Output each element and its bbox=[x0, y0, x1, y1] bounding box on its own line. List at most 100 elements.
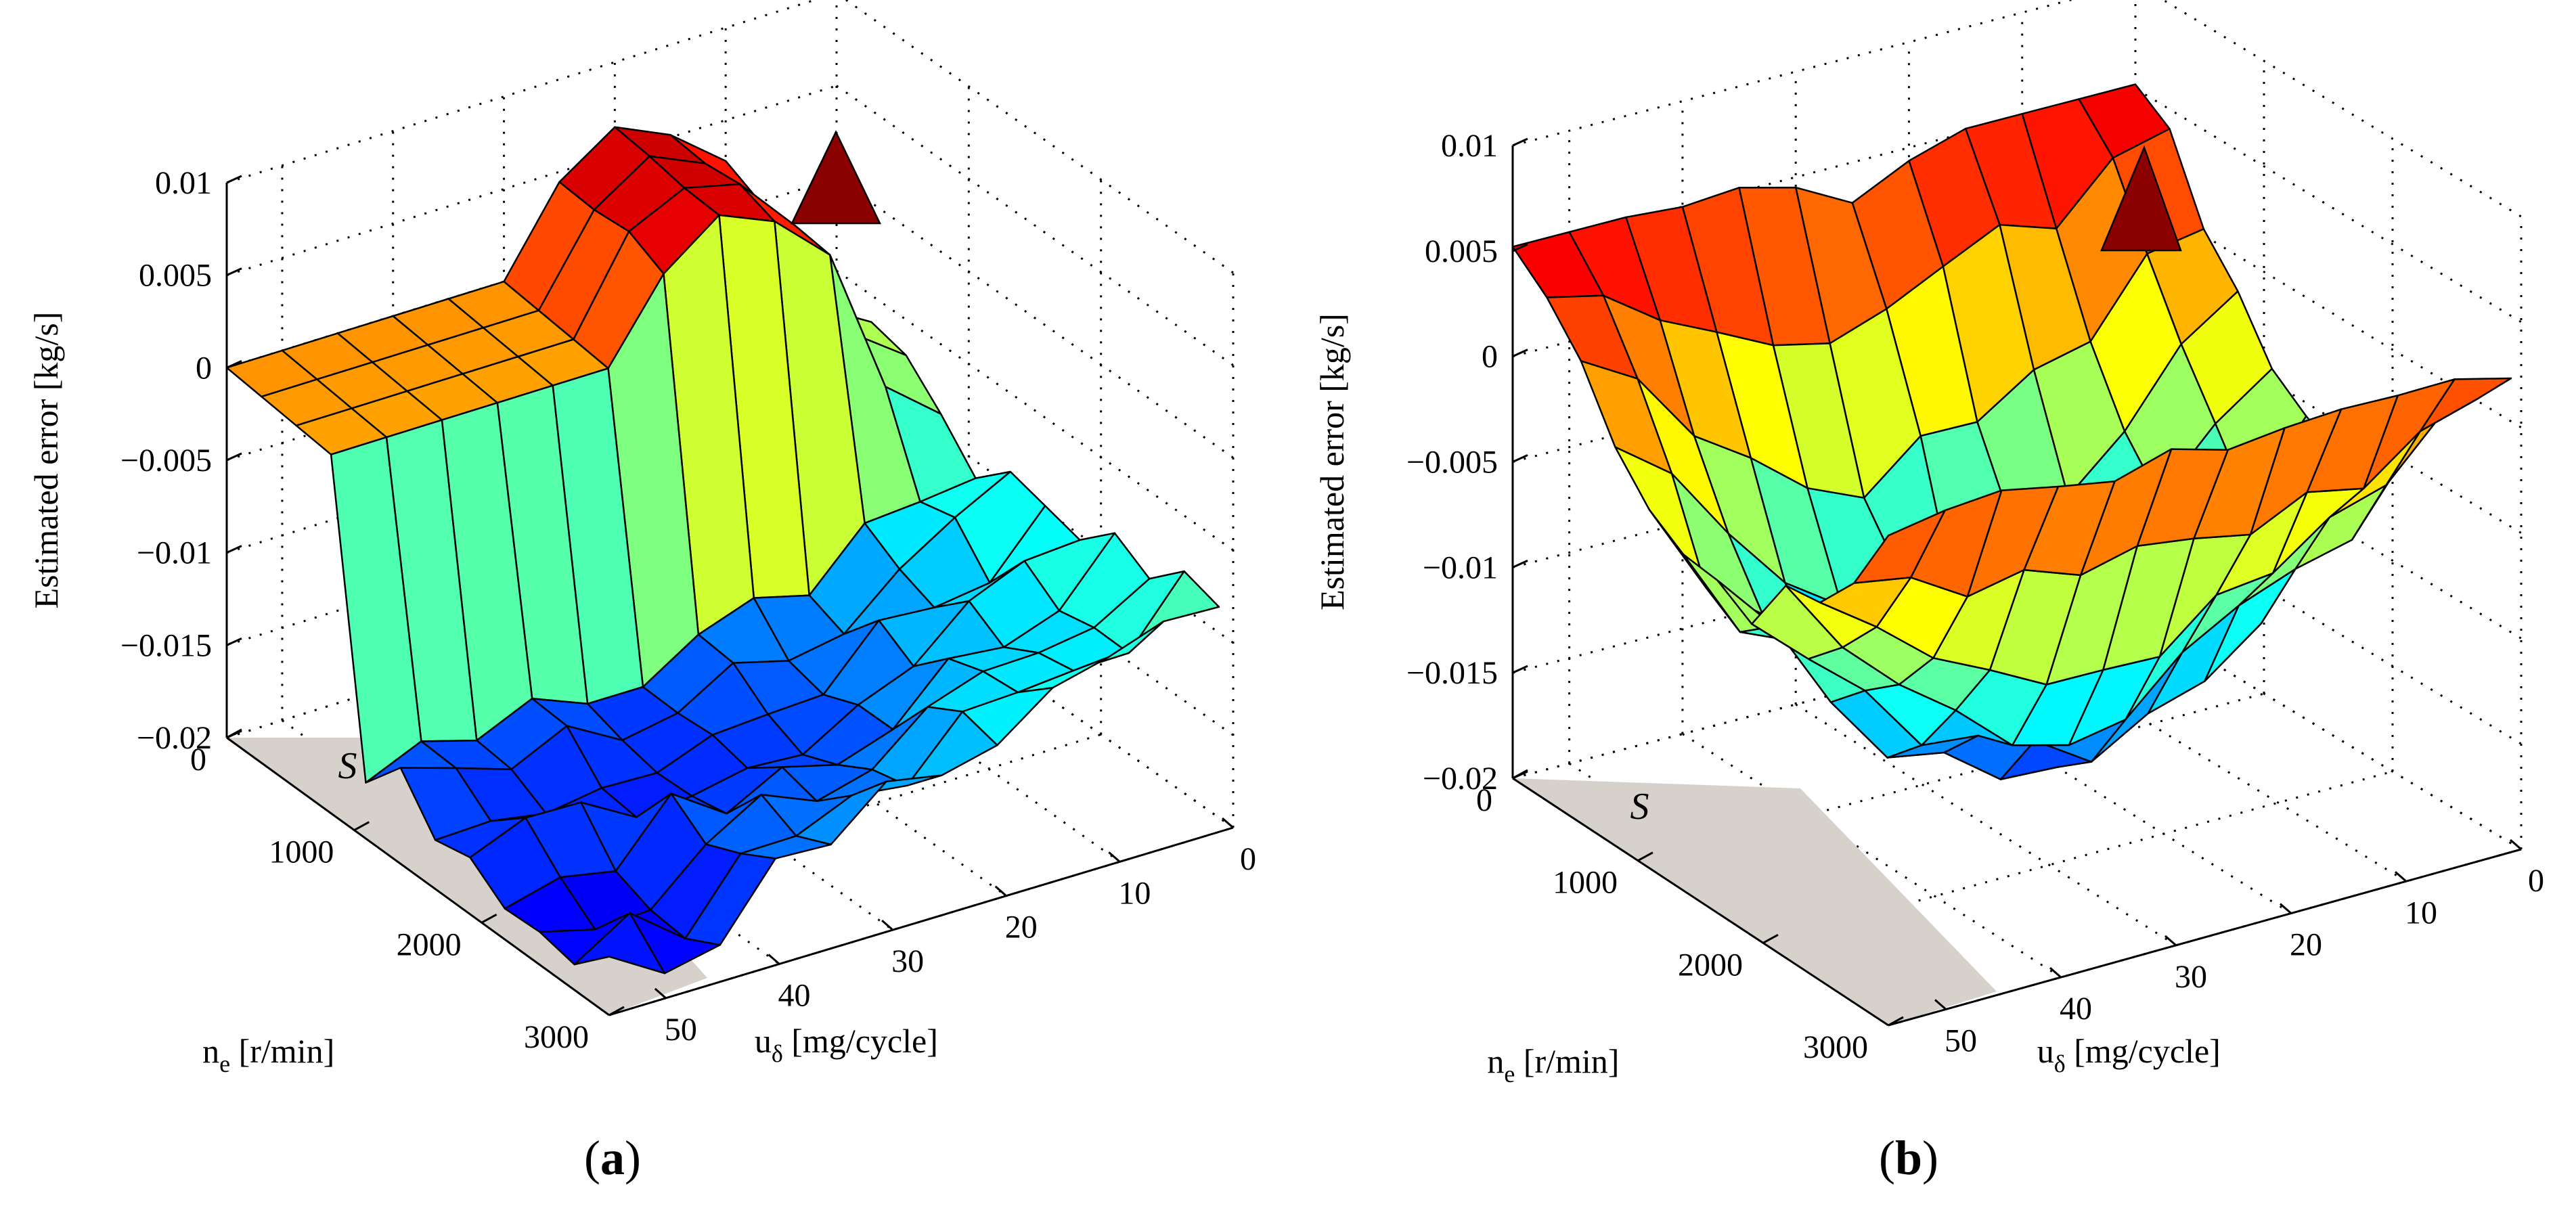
n-axis-label-rest: [r/min] bbox=[230, 1032, 334, 1070]
panel-label-letter: a bbox=[600, 1131, 625, 1185]
u-axis-line bbox=[608, 826, 1234, 1016]
z-tick-label: −0.005 bbox=[120, 443, 212, 478]
n-tick-mark-2 bbox=[1762, 934, 1779, 944]
n-tick-mark-1 bbox=[1637, 851, 1653, 862]
n-tick-mark-1 bbox=[353, 821, 370, 831]
z-tick-mark-1 bbox=[1512, 243, 1528, 252]
region-s-floor bbox=[1513, 778, 1997, 1025]
z-tick-mark-5 bbox=[1512, 665, 1528, 674]
u-tick-label: 30 bbox=[891, 943, 924, 979]
panel-label-close: ) bbox=[625, 1131, 641, 1185]
grid-z-right-2 bbox=[836, 177, 1234, 459]
n-axis-label-sub: e bbox=[219, 1050, 230, 1077]
u-axis-label-main: u bbox=[2037, 1032, 2054, 1070]
n-axis-label-main: n bbox=[202, 1032, 219, 1070]
z-tick-mark-0 bbox=[226, 175, 242, 184]
u-tick-label: 50 bbox=[665, 1012, 697, 1048]
n-axis-label-sub: e bbox=[1504, 1060, 1515, 1088]
u-axis-line bbox=[1888, 848, 2522, 1027]
u-axis-label-main: u bbox=[755, 1022, 772, 1060]
z-tick-mark-3 bbox=[226, 452, 242, 462]
panel-label-close: ) bbox=[1922, 1131, 1938, 1185]
z-tick-mark-2 bbox=[226, 359, 242, 369]
u-tick-mark-1 bbox=[2049, 966, 2062, 979]
z-tick-mark-2 bbox=[1512, 349, 1528, 358]
n-axis-line bbox=[1512, 777, 1889, 1027]
u-axis-label-sub: δ bbox=[2054, 1050, 2066, 1077]
z-tick-mark-4 bbox=[226, 545, 242, 554]
z-tick-label: 0.01 bbox=[155, 165, 212, 201]
n-tick-mark-0 bbox=[226, 728, 242, 739]
u-tick-label: 40 bbox=[778, 977, 810, 1013]
u-tick-label: 0 bbox=[1240, 841, 1256, 877]
u-tick-label: 20 bbox=[1005, 910, 1038, 945]
u-tick-label: 10 bbox=[2405, 895, 2437, 931]
z-axis-label: Estimated error [kg/s] bbox=[27, 312, 65, 609]
z-tick-mark-1 bbox=[226, 267, 242, 277]
u-tick-label: 20 bbox=[2290, 927, 2322, 963]
grid-z-right-0 bbox=[844, 0, 1234, 274]
u-axis-label-sub: δ bbox=[772, 1040, 783, 1067]
n-axis-label: ne [r/min] bbox=[1487, 1042, 1619, 1088]
n-tick-mark-3 bbox=[608, 1006, 625, 1016]
surface-patch-10-0 bbox=[1853, 509, 1946, 584]
surface-peak bbox=[791, 130, 881, 225]
u-tick-mark-3 bbox=[2280, 903, 2292, 914]
u-tick-label: 10 bbox=[1118, 875, 1151, 911]
panel-label-open: ( bbox=[1879, 1131, 1895, 1185]
n-axis-label-rest: [r/min] bbox=[1515, 1042, 1619, 1080]
z-tick-label: 0.01 bbox=[1441, 128, 1498, 164]
z-tick-label: −0.01 bbox=[1423, 550, 1498, 585]
u-tick-mark-0 bbox=[654, 987, 667, 999]
z-tick-label: −0.02 bbox=[137, 720, 212, 756]
surface-peak bbox=[2100, 145, 2182, 252]
panel-label: (a) bbox=[584, 1131, 641, 1185]
z-tick-mark-0 bbox=[1512, 137, 1528, 147]
u-tick-mark-4 bbox=[2395, 871, 2407, 882]
n-axis-line bbox=[226, 736, 610, 1016]
grid-n-floor-1 bbox=[1637, 692, 2265, 862]
z-tick-label: 0 bbox=[1482, 339, 1498, 375]
n-tick-label: 0 bbox=[190, 742, 206, 778]
u-tick-label: 0 bbox=[2528, 863, 2544, 899]
surface bbox=[225, 126, 1220, 975]
u-axis-label-rest: [mg/cycle] bbox=[783, 1022, 938, 1060]
surface bbox=[1511, 83, 2512, 780]
u-tick-mark-5 bbox=[1222, 817, 1234, 829]
n-tick-label: 1000 bbox=[1553, 865, 1618, 901]
u-tick-mark-2 bbox=[2164, 935, 2177, 946]
u-tick-mark-0 bbox=[1934, 999, 1947, 1010]
z-tick-label: −0.015 bbox=[1406, 655, 1498, 691]
n-tick-label: 3000 bbox=[1803, 1029, 1868, 1065]
grid-z-left-0 bbox=[226, 0, 818, 184]
z-tick-mark-3 bbox=[1512, 454, 1528, 463]
u-tick-mark-2 bbox=[881, 919, 894, 931]
u-axis-label-rest: [mg/cycle] bbox=[2066, 1032, 2221, 1070]
u-tick-mark-1 bbox=[768, 954, 780, 965]
z-tick-label: −0.02 bbox=[1423, 761, 1498, 797]
u-axis-label: uδ [mg/cycle] bbox=[2037, 1032, 2221, 1077]
grid-z-right-0 bbox=[2161, 0, 2522, 218]
u-tick-mark-4 bbox=[1108, 851, 1121, 863]
n-tick-mark-0 bbox=[1512, 769, 1528, 780]
n-tick-label: 3000 bbox=[524, 1019, 589, 1055]
u-tick-label: 50 bbox=[1945, 1023, 1977, 1058]
panel-label: (b) bbox=[1879, 1131, 1938, 1185]
z-tick-label: 0 bbox=[196, 350, 212, 386]
z-tick-label: 0.005 bbox=[139, 258, 212, 294]
z-tick-label: 0.005 bbox=[1425, 233, 1498, 269]
panel-b: S0.010.0050−0.005−0.01−0.015−0.020100020… bbox=[1313, 0, 2544, 1185]
u-tick-label: 30 bbox=[2175, 959, 2207, 995]
n-tick-label: 0 bbox=[1476, 782, 1492, 818]
n-axis-label-main: n bbox=[1487, 1042, 1504, 1080]
region-s-label: S bbox=[1630, 786, 1649, 828]
n-tick-mark-2 bbox=[481, 914, 497, 924]
z-tick-label: −0.005 bbox=[1406, 445, 1498, 480]
grid-z-right-3 bbox=[836, 269, 1234, 552]
n-tick-mark-3 bbox=[1888, 1016, 1904, 1027]
z-tick-label: −0.015 bbox=[120, 627, 212, 663]
u-tick-mark-5 bbox=[2510, 838, 2522, 851]
z-axis-label: Estimated error [kg/s] bbox=[1313, 313, 1351, 610]
panel-a: S0.010.0050−0.005−0.01−0.015−0.020100020… bbox=[27, 0, 1256, 1185]
